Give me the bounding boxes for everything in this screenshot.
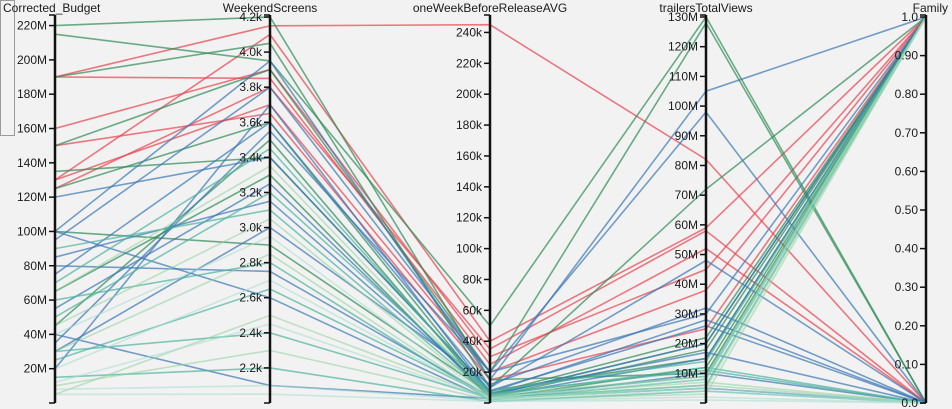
axis-oneWeekBeforeReleaseAVG: 20k 40k 60k 80k 100k 120k 140k 160k 180k 200k 220k… <box>413 1 567 404</box>
tick-label: 100k <box>456 242 483 256</box>
tick-label: 20M <box>675 337 698 351</box>
tick-label: 40M <box>675 277 698 291</box>
tick-label: 70M <box>675 188 698 202</box>
tick-label: 0.90 <box>895 49 919 63</box>
tick-label: 160M <box>17 122 47 136</box>
axis-title[interactable]: Corrected_Budget <box>3 1 101 15</box>
tick-label: 120k <box>456 211 483 225</box>
tick-label: 3.4k <box>239 150 263 164</box>
tick-label: 3.2k <box>239 185 263 199</box>
tick-label: 2.4k <box>239 326 263 340</box>
tick-label: 90M <box>675 129 698 143</box>
axis-Family: 0.0 0.10 0.20 0.30 0.40 0.50 0.60 0.70 0.80 0.90 1… <box>895 1 948 409</box>
tick-label: 4.0k <box>239 45 263 59</box>
axis-title[interactable]: trailersTotalViews <box>659 1 752 15</box>
tick-label: 110M <box>669 69 698 83</box>
tick-label: 140k <box>456 180 483 194</box>
tick-label: 0.0 <box>901 396 918 409</box>
axis-trailersTotalViews: 10M 20M 30M 40M 50M 60M 70M 80M 90M 100M 110M 120M 1… <box>659 1 753 404</box>
tick-label: 120M <box>668 40 698 54</box>
tick-label: 180M <box>17 87 47 101</box>
tick-label: 80M <box>675 158 698 172</box>
tick-label: 40k <box>463 334 483 348</box>
tick-label: 180k <box>456 118 483 132</box>
tick-label: 0.20 <box>895 319 919 333</box>
tick-label: 20M <box>24 362 47 376</box>
axis-title[interactable]: oneWeekBeforeReleaseAVG <box>413 1 567 15</box>
tick-label: 3.0k <box>239 221 263 235</box>
tick-label: 200k <box>456 87 483 101</box>
tick-label: 0.10 <box>895 357 919 371</box>
tick-label: 10M <box>675 366 698 380</box>
tick-label: 130M <box>668 10 698 24</box>
tick-label: 50M <box>675 248 698 262</box>
tick-label: 0.50 <box>895 203 919 217</box>
axis-title[interactable]: Family <box>913 1 948 15</box>
tick-label: 4.2k <box>239 10 263 24</box>
axis-WeekendScreens: 2.2k 2.4k 2.6k 2.8k 3.0k 3.2k 3.4k 3.6k 3.8k 4.0k… <box>223 1 318 404</box>
header-frame <box>0 0 15 136</box>
tick-label: 2.2k <box>239 361 263 375</box>
tick-label: 80k <box>463 272 483 286</box>
tick-label: 80M <box>24 259 47 273</box>
tick-label: 120M <box>17 190 47 204</box>
tick-label: 3.8k <box>239 80 263 94</box>
tick-label: 100M <box>17 224 47 238</box>
tick-label: 20k <box>463 365 483 379</box>
tick-label: 0.80 <box>895 87 919 101</box>
tick-label: 3.6k <box>239 115 263 129</box>
tick-label: 1.0 <box>901 10 918 24</box>
tick-label: 0.70 <box>895 126 919 140</box>
tick-label: 0.30 <box>895 280 919 294</box>
tick-label: 2.6k <box>239 291 263 305</box>
tick-label: 60k <box>463 303 483 317</box>
tick-label: 30M <box>675 307 698 321</box>
axis-Corrected_Budget: 20M 40M 60M 80M 100M 120M 140M 160M 180M 200M 220M… <box>3 1 101 404</box>
axes-layer: 20M 40M 60M 80M 100M 120M 140M 160M 180M 200M 220M… <box>3 1 948 409</box>
tick-label: 60M <box>675 218 698 232</box>
tick-label: 220M <box>17 19 47 33</box>
tick-label: 220k <box>456 56 483 70</box>
axis-title[interactable]: WeekendScreens <box>223 1 318 15</box>
tick-label: 140M <box>17 156 47 170</box>
tick-label: 100M <box>668 99 698 113</box>
tick-label: 0.60 <box>895 164 919 178</box>
tick-label: 0.40 <box>895 242 919 256</box>
tick-label: 2.8k <box>239 256 263 270</box>
tick-label: 40M <box>24 327 47 341</box>
tick-label: 240k <box>456 25 483 39</box>
tick-label: 160k <box>456 149 483 163</box>
tick-label: 200M <box>17 53 47 67</box>
tick-label: 60M <box>24 293 47 307</box>
